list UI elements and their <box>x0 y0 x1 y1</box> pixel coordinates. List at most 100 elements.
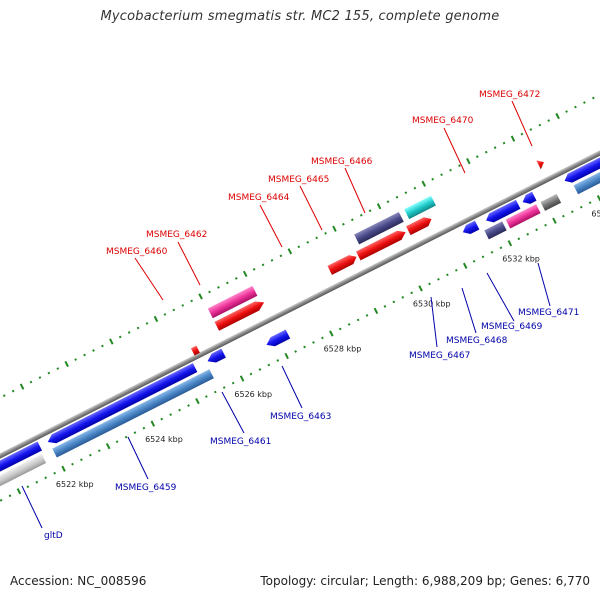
gene-label-msmeg-6464[interactable]: MSMEG_6464 <box>228 193 290 203</box>
gene-label-msmeg-6461[interactable]: MSMEG_6461 <box>210 437 271 447</box>
gene-arrow-msmeg-6471[interactable] <box>562 152 600 185</box>
scale-tick-minor <box>213 390 217 394</box>
scale-tick-major <box>287 248 293 255</box>
scale-tick-minor <box>71 462 74 466</box>
scale-tick-minor <box>226 281 229 285</box>
scale-tick-minor <box>252 268 256 271</box>
scale-tick-minor <box>449 168 452 172</box>
gene-label-msmeg-6469[interactable]: MSMEG_6469 <box>481 322 543 332</box>
scale-tick-minor <box>276 359 280 362</box>
scale-tick-minor <box>115 440 119 443</box>
scale-tick-minor <box>312 341 315 344</box>
scale-tick-minor <box>172 308 176 312</box>
genome-backbone <box>0 93 600 486</box>
gene-arrow-msmeg-6467[interactable] <box>461 220 480 237</box>
gene-label-msmeg-6467[interactable]: MSMEG_6467 <box>409 351 470 361</box>
scale-tick-minor <box>35 480 39 484</box>
gene-arrow-msmeg-6466[interactable] <box>406 215 434 236</box>
accession-text: Accession: NC_008596 <box>10 574 147 588</box>
scale-tick-major <box>418 285 423 292</box>
scale-tick-minor <box>565 110 568 113</box>
scale-tick-minor <box>160 417 164 421</box>
gene-label-msmeg-6459[interactable]: MSMEG_6459 <box>115 483 177 493</box>
gene-label-msmeg-6468[interactable]: MSMEG_6468 <box>446 336 508 346</box>
gene-arrow-msmeg-6460[interactable] <box>190 345 200 356</box>
scale-tick-minor <box>297 245 301 249</box>
scale-tick-minor <box>118 335 122 339</box>
scale-tick-minor <box>234 277 238 280</box>
gene-label-msmeg-6462[interactable]: MSMEG_6462 <box>146 230 207 240</box>
scale-tick-minor <box>88 453 92 457</box>
scale-tick-major <box>239 375 245 382</box>
gene-label-msmeg-6471[interactable]: MSMEG_6471 <box>518 308 579 318</box>
scale-tick-minor <box>544 223 547 227</box>
scale-tick-minor <box>591 96 595 100</box>
scale-tick-minor <box>92 349 95 352</box>
scale-tick-major <box>284 352 289 360</box>
scale-tick-minor <box>413 186 417 190</box>
scale-tick-major <box>64 360 69 368</box>
scale-tick-minor <box>38 376 42 379</box>
gene-arrow-msmeg-6468[interactable] <box>520 191 537 207</box>
scale-tick-minor <box>133 431 137 434</box>
gene-label-msmeg-6465[interactable]: MSMEG_6465 <box>268 175 329 185</box>
scale-tick-minor <box>303 345 306 349</box>
scale-tick-minor <box>386 200 390 204</box>
kbp-label: 6532 kbp <box>502 255 540 264</box>
scale-tick-major <box>105 443 111 450</box>
gene-box-msmeg-6466-cyan[interactable] <box>404 195 436 220</box>
scale-tick-minor <box>2 394 6 397</box>
gene-box-msmeg-6462-pink[interactable] <box>207 285 258 319</box>
scale-tick-major <box>421 180 426 187</box>
gene-box-msmeg-6467-slate[interactable] <box>484 221 507 240</box>
scale-tick-minor <box>517 237 521 241</box>
gene-arrow-msmeg-6470[interactable] <box>536 158 546 170</box>
scale-tick-major <box>198 293 203 300</box>
scale-tick-minor <box>205 395 208 398</box>
gene-label-msmeg-6460[interactable]: MSMEG_6460 <box>106 247 168 257</box>
gene-arrow-gltd[interactable] <box>0 441 43 478</box>
gene-box-msmeg-6469-grey[interactable] <box>540 193 562 211</box>
gene-label-gltd[interactable]: gltD <box>44 531 63 541</box>
scale-tick-minor <box>83 353 86 357</box>
scale-tick-minor <box>136 326 140 330</box>
gene-arrow-msmeg-6464[interactable] <box>327 252 358 275</box>
gene-label-msmeg-6463[interactable]: MSMEG_6463 <box>270 412 331 422</box>
scale-tick-major <box>376 203 382 210</box>
gene-arrow-msmeg-6465[interactable] <box>356 228 408 261</box>
scale-tick-minor <box>428 282 431 286</box>
gene-arrow-msmeg-6461[interactable] <box>205 348 226 366</box>
scale-tick-minor <box>490 250 494 254</box>
scale-tick-minor <box>190 299 194 303</box>
scale-tick-minor <box>562 214 565 218</box>
gene-box-msmeg-6465-slate[interactable] <box>354 211 404 245</box>
scale-tick-minor <box>383 305 387 308</box>
gene-box-msmeg-6468-pink[interactable] <box>505 204 541 229</box>
scale-tick-minor <box>80 458 83 462</box>
scale-tick-minor <box>529 128 533 131</box>
gene-arrow-msmeg-6459[interactable] <box>46 363 198 446</box>
scale-tick-minor <box>342 222 345 226</box>
scale-tick-major <box>195 397 200 405</box>
scale-tick-minor <box>446 273 449 277</box>
gene-arrow-msmeg-6467-b[interactable] <box>484 199 521 225</box>
scale-tick-major <box>466 158 471 165</box>
scale-tick-minor <box>454 268 458 272</box>
gene-arrow-msmeg-6463[interactable] <box>264 329 291 350</box>
scale-tick-minor <box>520 132 524 136</box>
gene-box-gltd-light[interactable] <box>0 454 47 490</box>
scale-tick-minor <box>437 277 440 281</box>
scale-tick-minor <box>499 246 503 250</box>
scale-tick-minor <box>267 363 271 367</box>
scale-tick-minor <box>583 101 586 104</box>
gene-box-msmeg-6459-steel[interactable] <box>52 369 214 458</box>
gene-arrow-msmeg-6462[interactable] <box>214 298 267 331</box>
gene-box-msmeg-6471-steel[interactable] <box>573 160 600 195</box>
gene-label-msmeg-6472[interactable]: MSMEG_6472 <box>479 90 540 100</box>
scale-tick-major <box>462 262 468 269</box>
kbp-label: 6528 kbp <box>324 345 362 354</box>
scale-tick-minor <box>124 435 128 439</box>
gene-label-msmeg-6470[interactable]: MSMEG_6470 <box>412 116 474 126</box>
gene-label-msmeg-6466[interactable]: MSMEG_6466 <box>311 157 373 167</box>
scale-tick-minor <box>431 177 435 181</box>
